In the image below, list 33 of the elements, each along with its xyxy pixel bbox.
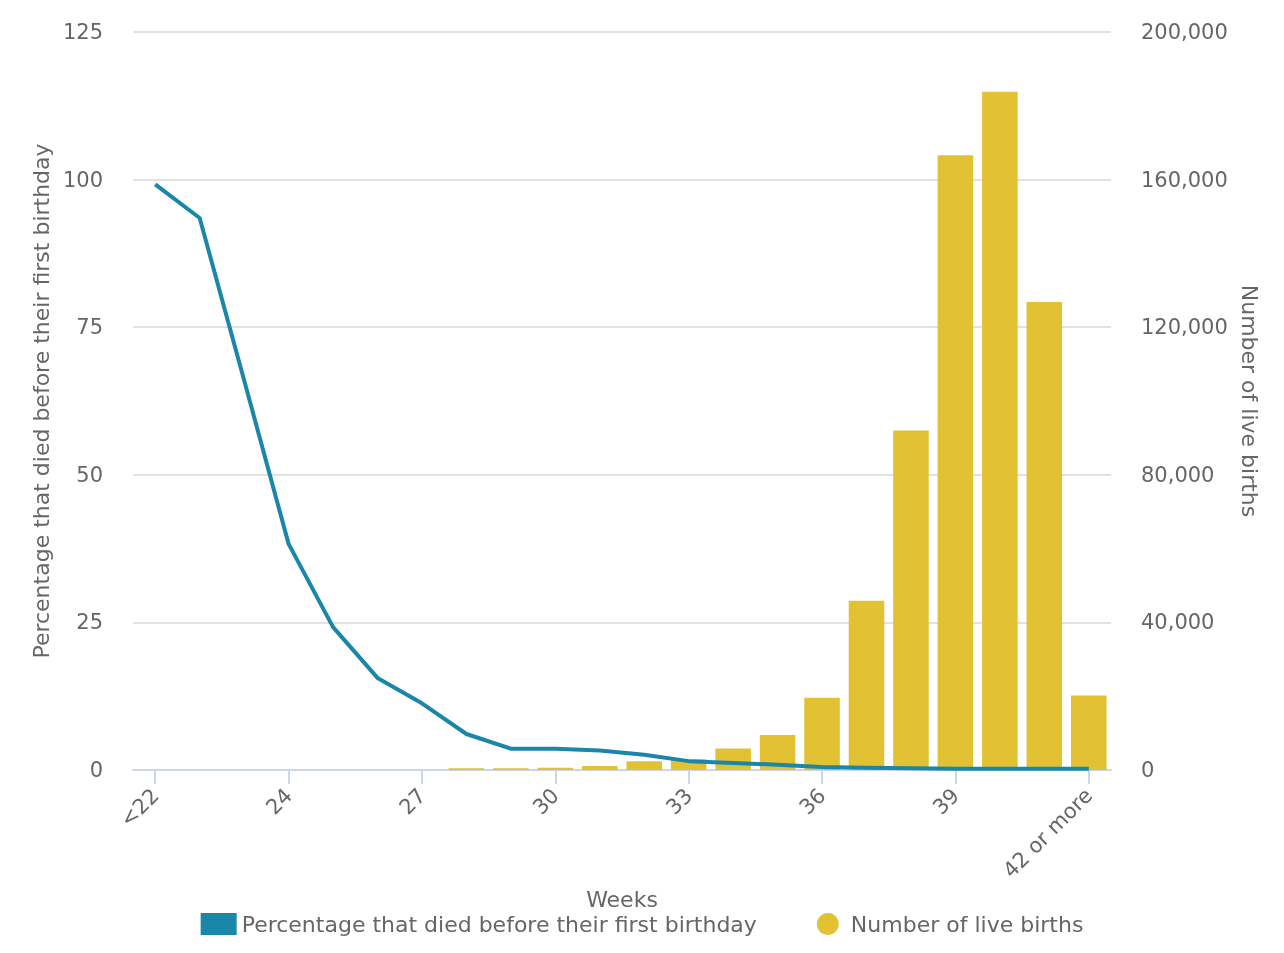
y-axis-title: Percentage that died before their first birthday (28, 143, 54, 659)
x-tick-label: 24 (261, 783, 298, 820)
y2-tick-label: 0 (1141, 758, 1155, 782)
bar (1070, 695, 1107, 770)
y2-tick-label: 120,000 (1141, 315, 1228, 340)
bar (1026, 302, 1063, 770)
bar (581, 765, 618, 770)
y2-tick-label: 200,000 (1141, 20, 1228, 44)
y-tick-label: 75 (76, 315, 103, 340)
y-tick-label: 100 (62, 167, 103, 192)
x-tick-label: 33 (661, 783, 698, 820)
y2-tick-label: 80,000 (1141, 462, 1215, 487)
x-tick-label: 27 (394, 783, 431, 820)
bar (848, 600, 885, 770)
x-tick-label: <22 (115, 783, 164, 832)
bar (937, 155, 974, 770)
legend-label: Percentage that died before their first birthday (241, 911, 757, 937)
x-tick-label: 30 (527, 783, 564, 820)
y-tick-label: 125 (62, 20, 103, 44)
y2-tick-label: 160,000 (1141, 167, 1228, 192)
bar (804, 697, 840, 770)
x-tick-label: 36 (794, 783, 831, 820)
y2-tick-label: 40,000 (1141, 610, 1215, 635)
y-tick-label: 0 (89, 758, 103, 782)
bar (626, 761, 663, 770)
bar (982, 91, 1018, 770)
x-tick-label: 39 (928, 783, 964, 820)
y-tick-label: 25 (76, 610, 103, 635)
y-tick-label: 50 (76, 462, 103, 487)
line-series (153, 182, 1091, 771)
y2-axis-title: Number of live births (1237, 284, 1263, 518)
legend-label: Number of live births (850, 911, 1084, 937)
x-axis-title: Weeks (586, 886, 658, 912)
